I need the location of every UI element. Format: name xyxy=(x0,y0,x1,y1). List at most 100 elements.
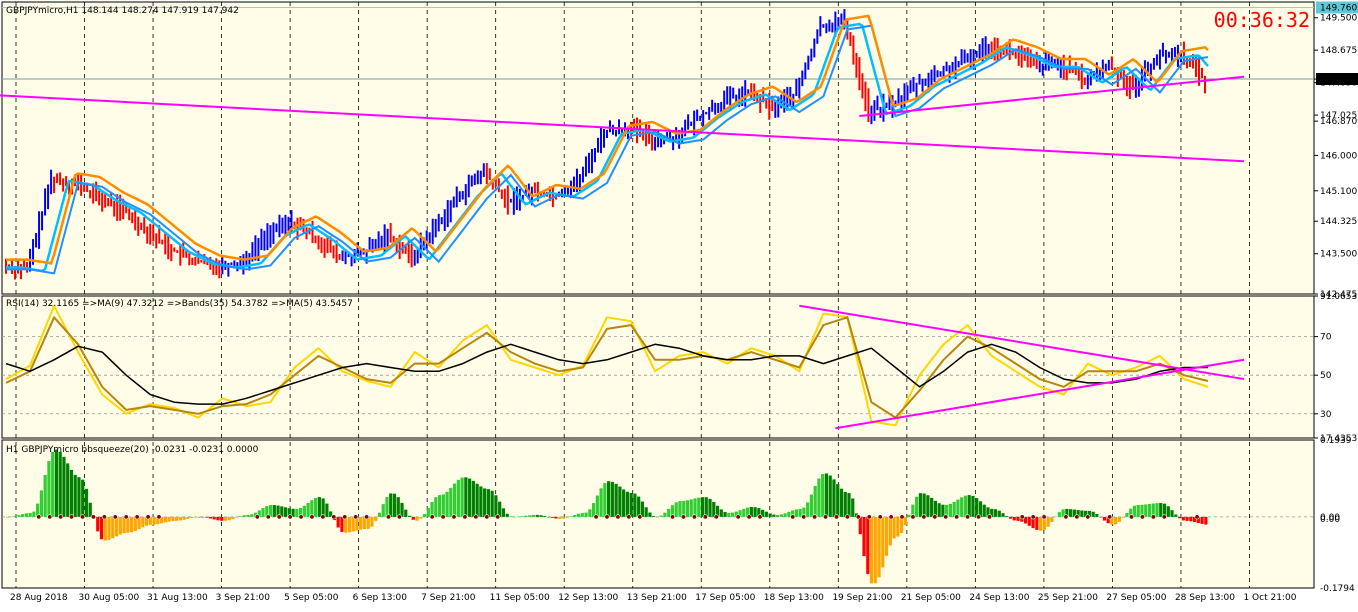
bbsqueeze-bar xyxy=(291,508,295,517)
high-price-tag xyxy=(1316,1,1358,14)
bbsqueeze-bar xyxy=(903,516,907,526)
bbsqueeze-bar xyxy=(404,509,408,517)
squeeze-dot xyxy=(101,514,107,520)
x-tick-label: 31 Aug 13:00 xyxy=(147,593,208,603)
bbsqueeze-bar xyxy=(452,483,457,517)
bbsqueeze-bar xyxy=(535,514,539,517)
bbsqueeze-bar xyxy=(268,505,273,517)
bbsqueeze-bar xyxy=(1050,516,1054,522)
squeeze-dot xyxy=(877,514,883,520)
bbsqueeze-bar xyxy=(963,495,968,517)
bbsqueeze-bar xyxy=(227,516,231,521)
rsi-y-label: 17.4353 xyxy=(1320,434,1357,444)
bbsqueeze-bar xyxy=(678,501,682,517)
bbsqueeze-bar xyxy=(1001,513,1005,517)
bbsqueeze-bar xyxy=(531,514,536,517)
bbsqueeze-bar xyxy=(468,478,472,517)
bbsqueeze-bar xyxy=(257,510,261,517)
bbsqueeze-bar xyxy=(723,511,727,517)
bbsqueeze-bar xyxy=(610,481,614,517)
bbsqueeze-bar xyxy=(907,514,911,517)
bbsqueeze-bar xyxy=(265,506,269,517)
bbsqueeze-bar xyxy=(396,497,400,517)
bbsqueeze-bar xyxy=(21,514,25,517)
bbsqueeze-bar xyxy=(618,486,622,517)
bbsqueeze-bar xyxy=(456,479,460,517)
bbsqueeze-bar xyxy=(753,507,757,517)
bbsqueeze-bar xyxy=(982,504,986,517)
squeeze-dot xyxy=(910,514,916,520)
x-tick-label: 5 Sep 05:00 xyxy=(284,593,339,603)
bbsqueeze-bar xyxy=(347,516,352,533)
bbsqueeze-bar xyxy=(629,492,633,517)
squeeze-dot xyxy=(156,514,162,520)
bbsqueeze-bar xyxy=(167,516,171,522)
bbsqueeze-bar xyxy=(573,515,577,517)
bbsqueeze-bar xyxy=(1200,516,1204,524)
bbsqueeze-bar xyxy=(107,516,111,540)
bbsqueeze-bar xyxy=(599,488,603,517)
bbsqueeze-bar xyxy=(129,516,134,533)
price-trendline xyxy=(859,75,1245,118)
squeeze-dot xyxy=(888,514,894,520)
bbsqueeze-bar xyxy=(813,485,817,517)
bbsqueeze-bar xyxy=(118,516,122,535)
bbsqueeze-bar xyxy=(930,497,934,517)
bbsqueeze-bar xyxy=(426,507,430,517)
squeeze-dot xyxy=(823,514,829,520)
bbsqueeze-bar xyxy=(1035,516,1039,530)
bbsqueeze-bar xyxy=(862,516,866,557)
squeeze-dot xyxy=(801,514,807,520)
bbsqueeze-bar xyxy=(960,497,964,517)
bbsqueeze-bar xyxy=(182,516,186,520)
bbsqueeze-bar xyxy=(84,488,89,517)
squeeze-dot xyxy=(593,514,599,520)
bbsqueeze-bar xyxy=(43,475,47,517)
bbsqueeze-bar xyxy=(471,480,475,517)
squeeze-dot xyxy=(670,514,676,520)
bbsqueeze-bar xyxy=(554,516,558,519)
squeeze-dot xyxy=(932,514,938,520)
bbsqueeze-bar xyxy=(437,495,442,517)
bbsqueeze-bar xyxy=(1151,503,1155,517)
bbsqueeze-bar xyxy=(971,495,975,517)
bbsqueeze-bar xyxy=(561,516,566,519)
bbsqueeze-bar xyxy=(197,516,201,518)
bbsqueeze-bar xyxy=(54,449,59,517)
bbsqueeze-bar xyxy=(272,505,276,517)
bbsqueeze-bar xyxy=(595,495,599,517)
bbsqueeze-bar xyxy=(96,516,100,532)
bbsqueeze-bar xyxy=(114,516,119,537)
bbsqueeze-bar xyxy=(1129,508,1133,517)
bbsqueeze-panel[interactable] xyxy=(1,439,1315,589)
bbsqueeze-bar xyxy=(1166,506,1170,517)
price-title: GBPJPYmicro,H1 148.144 148.274 147.919 1… xyxy=(6,6,239,16)
rsi-series xyxy=(5,304,1245,430)
squeeze-dot xyxy=(385,514,391,520)
price-y-label: 147.025 xyxy=(1320,111,1357,121)
bbsqueeze-bar xyxy=(178,516,182,521)
bbsqueeze-bar xyxy=(340,516,344,532)
bbsqueeze-bar xyxy=(997,510,1001,517)
bbsqueeze-bar xyxy=(655,516,660,518)
bbsqueeze-histogram xyxy=(6,449,1208,584)
bbsqueeze-bar xyxy=(201,516,205,518)
squeeze-dot xyxy=(899,514,905,520)
bbsqueeze-bar xyxy=(411,516,415,520)
rsi-trendline xyxy=(799,304,1245,381)
bbsqueeze-bar xyxy=(873,516,877,584)
bbsqueeze-bar xyxy=(242,515,246,517)
bbsqueeze-bar xyxy=(498,501,502,517)
price-panel[interactable] xyxy=(1,1,1315,295)
bbsqueeze-bar xyxy=(137,516,141,530)
bbsqueeze-bar xyxy=(854,513,859,517)
squeeze-dot xyxy=(954,514,960,520)
bbsqueeze-bar xyxy=(948,503,953,517)
bbsqueeze-bar xyxy=(32,511,36,517)
bbsqueeze-bar xyxy=(1087,510,1091,517)
x-tick-label: 1 Oct 21:00 xyxy=(1243,593,1296,603)
bbsqueeze-bar xyxy=(295,508,299,517)
bbsqueeze-bar xyxy=(689,499,693,517)
bbsqueeze-bar xyxy=(892,516,896,539)
